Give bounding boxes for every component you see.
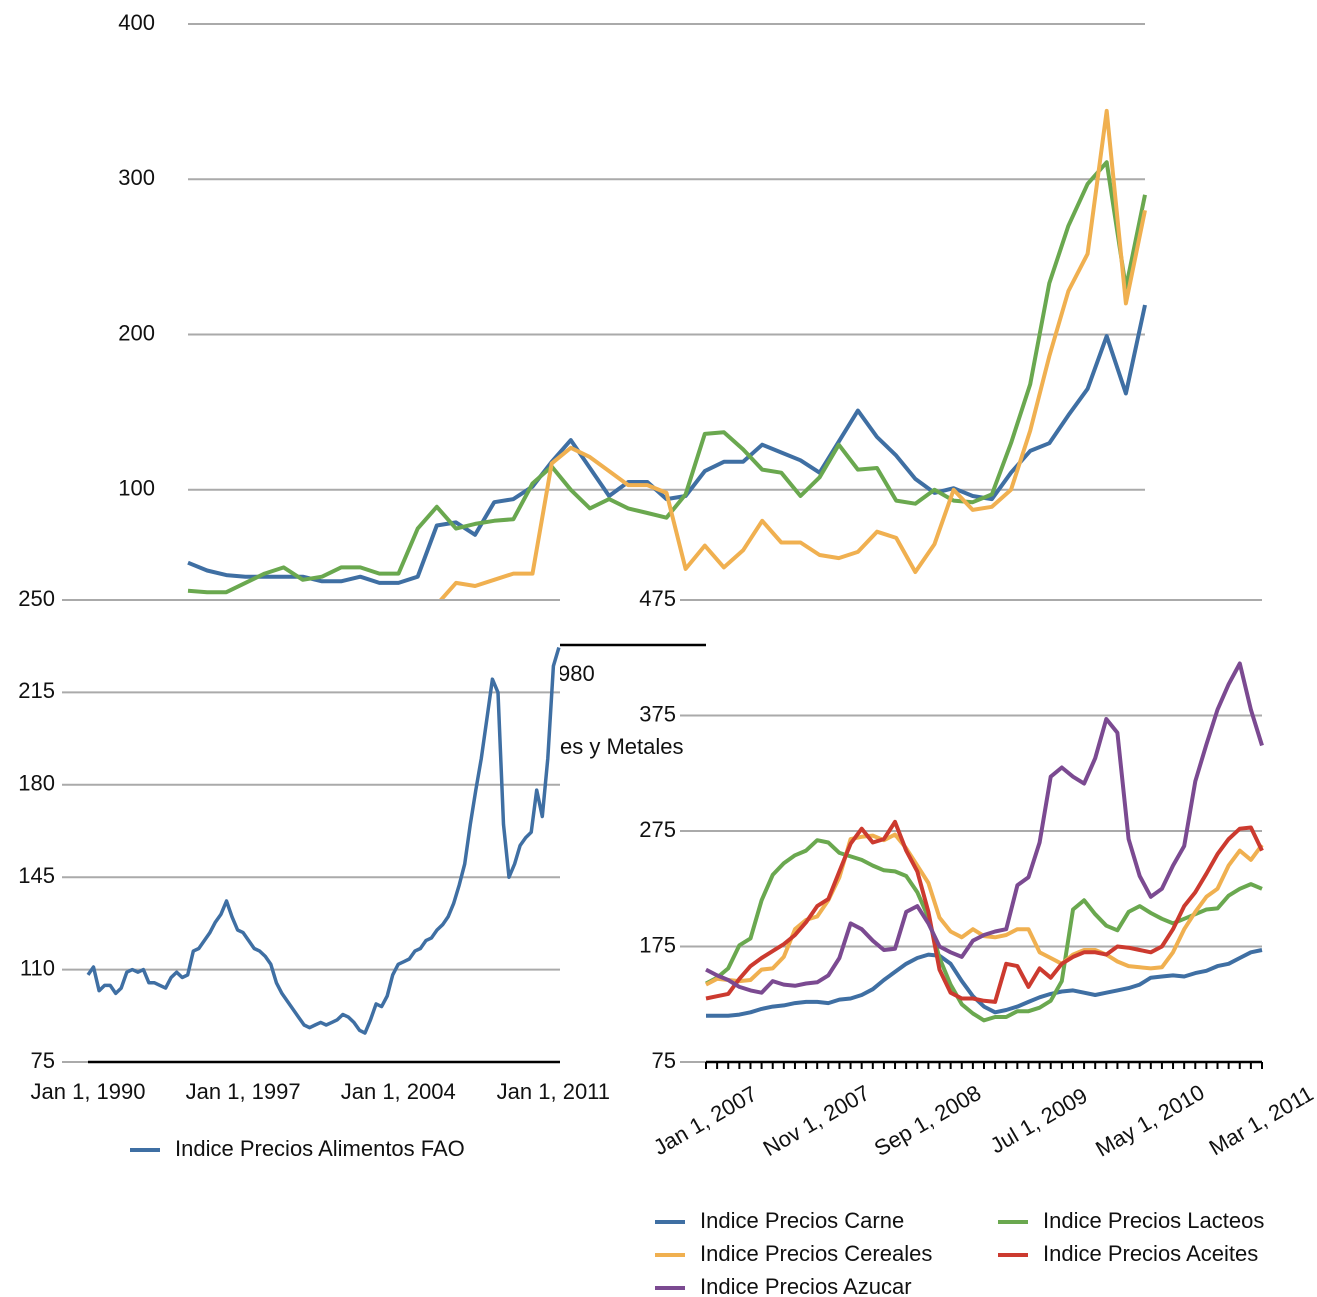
y-tick-label: 180: [18, 771, 55, 796]
series-line: [705, 819, 1264, 1004]
y-tick-label: 110: [20, 955, 55, 980]
y-tick-label: 75: [652, 1048, 676, 1073]
x-tick-label: Jan 1, 2004: [341, 1079, 456, 1104]
series-line: [705, 661, 1264, 995]
series-line: [187, 160, 1147, 595]
y-tick-label: 175: [639, 932, 676, 957]
y-tick-label: 275: [639, 817, 676, 842]
y-tick-label: 215: [18, 678, 55, 703]
y-tick-label: 200: [118, 320, 155, 345]
y-tick-label: 475: [639, 586, 676, 611]
legend-label: Indice Precios Alimentos FAO: [175, 1136, 465, 1161]
series-line: [705, 838, 1263, 1023]
y-tick-label: 400: [118, 10, 155, 35]
y-tick-label: 145: [18, 863, 55, 888]
legend-label: Indice Precios Azucar: [700, 1274, 912, 1297]
y-tick-label: 300: [118, 165, 155, 190]
y-tick-label: 250: [18, 586, 55, 611]
plot-background: [0, 600, 560, 1297]
y-tick-label: 75: [31, 1048, 55, 1073]
y-tick-label: 100: [118, 476, 155, 501]
clipped-text: 980: [558, 661, 595, 686]
legend-label: Indice Precios Lacteos: [1043, 1208, 1264, 1233]
legend-label: Indice Precios Aceites: [1043, 1241, 1258, 1266]
legend-label: Indice Precios Carne: [700, 1208, 904, 1233]
series-line: [706, 948, 1263, 1018]
x-tick-label: Jan 1, 1997: [186, 1079, 301, 1104]
plot-background: [706, 600, 1317, 1297]
series-line: [187, 304, 1147, 585]
x-tick-label: Jan 1, 2011: [497, 1079, 610, 1104]
y-tick-label: 375: [639, 701, 676, 726]
legend-label: Indice Precios Cereales: [700, 1241, 932, 1266]
series-line: [187, 108, 1147, 623]
x-tick-label: Jan 1, 1990: [31, 1079, 146, 1104]
clipped-text: es y Metales: [560, 734, 684, 759]
series-line: [86, 647, 561, 1035]
